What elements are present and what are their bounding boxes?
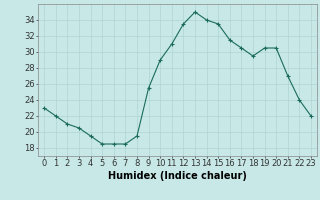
X-axis label: Humidex (Indice chaleur): Humidex (Indice chaleur) [108,171,247,181]
